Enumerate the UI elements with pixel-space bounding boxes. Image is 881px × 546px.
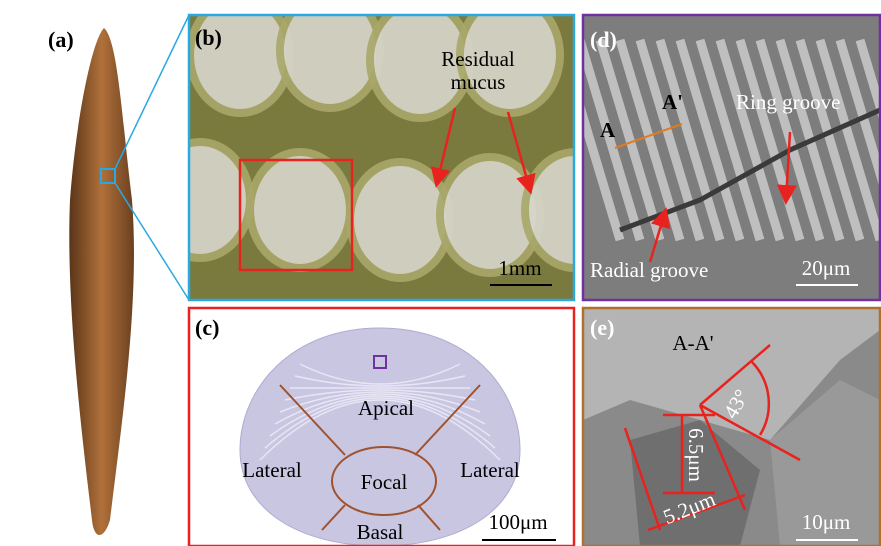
ridge <box>583 38 645 242</box>
section-line <box>614 123 683 149</box>
ridge <box>269 395 491 437</box>
arrow <box>776 131 797 205</box>
ridge <box>635 38 705 242</box>
ridge <box>595 38 665 242</box>
fish-scale <box>246 148 354 272</box>
angle-arc <box>751 361 771 436</box>
annotation: Residual <box>441 47 515 71</box>
ridge <box>299 363 461 385</box>
ridge <box>264 397 496 449</box>
ridge <box>795 38 865 242</box>
region-line <box>414 384 481 456</box>
fish-scale <box>521 148 574 272</box>
micrograph <box>583 308 880 546</box>
angle-line <box>699 403 801 462</box>
micrograph <box>583 15 880 300</box>
section-label: A-A' <box>672 331 713 355</box>
ridge <box>259 399 501 461</box>
ridge <box>294 375 466 387</box>
region-label: Apical <box>358 396 414 420</box>
zoom-line <box>114 182 190 301</box>
region-label: Focal <box>361 470 408 494</box>
ridge <box>695 38 765 242</box>
fish-scale <box>346 158 454 282</box>
fish-scale <box>189 15 294 117</box>
scale-image <box>239 327 521 546</box>
panel-border <box>187 13 576 302</box>
surface <box>583 308 880 440</box>
ridge <box>274 393 486 425</box>
annotation: Ring groove <box>736 90 840 114</box>
ridge <box>715 38 785 242</box>
section-mark: A <box>600 118 616 142</box>
dim-line <box>647 493 746 532</box>
ridge <box>675 38 745 242</box>
ridge <box>815 38 880 242</box>
ridge <box>279 391 481 413</box>
zoom-box <box>100 168 116 184</box>
region-line <box>417 504 441 531</box>
shadow <box>630 420 760 546</box>
arrow <box>506 111 536 195</box>
section-mark: A' <box>662 90 683 114</box>
scale-ridges <box>259 363 501 461</box>
panel-label: (c) <box>195 315 219 340</box>
scale-bar-label: 10μm <box>802 510 851 534</box>
panel-border <box>581 306 881 546</box>
zoom-line <box>114 14 190 170</box>
dimension-label: 6.5μm <box>684 428 708 482</box>
ridge <box>284 389 476 401</box>
panel-label: (d) <box>590 27 617 52</box>
fish <box>69 28 134 535</box>
annotation: mucus <box>451 70 506 94</box>
panel-label: (e) <box>590 315 614 340</box>
shadow <box>770 380 880 546</box>
panel-a: (a) <box>48 14 190 535</box>
panel-b: Residual mucus (b) 1mm <box>187 13 576 302</box>
measurements <box>623 344 801 532</box>
scale-bar-label: 100μm <box>488 510 547 534</box>
focal-region <box>331 446 437 516</box>
ridge <box>583 101 625 242</box>
ridge <box>735 38 805 242</box>
region-label: Basal <box>357 520 404 544</box>
highlight-box <box>238 158 354 272</box>
ridge <box>615 38 685 242</box>
region-line <box>279 384 346 456</box>
ridge <box>655 38 725 242</box>
region-label: Lateral <box>242 458 302 482</box>
ridge <box>855 38 880 123</box>
annotation: Radial groove <box>590 258 708 282</box>
ridge <box>835 38 880 189</box>
arrow <box>648 207 671 263</box>
region-label: Lateral <box>460 458 520 482</box>
angle-line <box>699 344 771 406</box>
panel-e: (e) A-A' 6.5μm 5.2μm 43° 10μm <box>581 306 881 546</box>
scale-bar-label: 1mm <box>498 256 541 280</box>
fish-scale <box>456 15 564 117</box>
fish-scale <box>189 138 254 262</box>
arrow <box>430 107 457 188</box>
dim-line <box>623 427 662 531</box>
micrograph <box>189 15 574 300</box>
panel-border <box>581 13 881 302</box>
panel-label: (a) <box>48 27 74 52</box>
panel-label: (b) <box>195 25 222 50</box>
zoom-box <box>373 355 387 369</box>
scale-bar-label: 20μm <box>802 256 851 280</box>
panel-d: (d) A A' Ring groove Radial groove 20μm <box>581 13 881 302</box>
dim-line <box>698 404 747 511</box>
region-line <box>321 504 346 531</box>
panel-border <box>187 306 576 546</box>
panel-c: (c) Apical Lateral Lateral Focal Basal 1… <box>187 306 576 546</box>
